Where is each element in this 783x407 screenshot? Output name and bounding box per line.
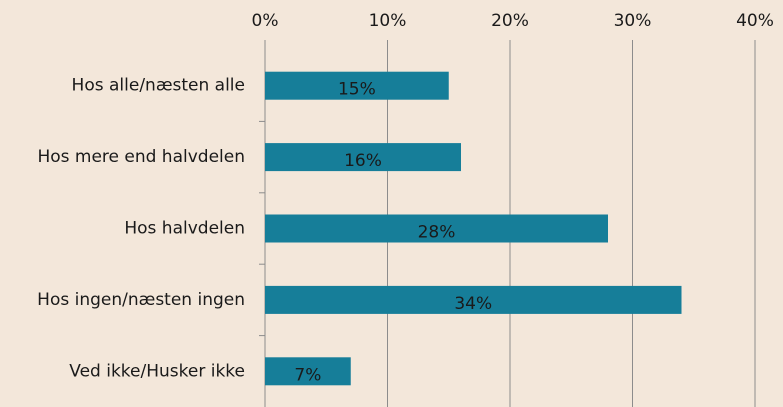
y-tick-label: Ved ikke/Husker ikke bbox=[69, 361, 245, 381]
x-tick-label: 30% bbox=[614, 11, 652, 31]
data-label: 16% bbox=[344, 151, 382, 171]
y-tick-label: Hos mere end halvdelen bbox=[37, 147, 245, 167]
bar bbox=[265, 143, 461, 172]
data-label: 34% bbox=[454, 294, 492, 314]
x-tick-label: 20% bbox=[491, 11, 529, 31]
bar bbox=[265, 357, 351, 386]
x-tick-label: 40% bbox=[736, 11, 774, 31]
data-label: 7% bbox=[294, 365, 321, 385]
bar bbox=[265, 71, 449, 100]
data-label: 28% bbox=[418, 223, 456, 243]
x-tick-label: 0% bbox=[252, 11, 279, 31]
bar bbox=[265, 214, 608, 243]
bar bbox=[265, 285, 682, 314]
data-label: 15% bbox=[338, 80, 376, 100]
y-tick-label: Hos ingen/næsten ingen bbox=[37, 290, 245, 310]
x-tick-label: 10% bbox=[369, 11, 407, 31]
y-tick-label: Hos halvdelen bbox=[124, 219, 245, 239]
y-tick-label: Hos alle/næsten alle bbox=[72, 76, 245, 96]
